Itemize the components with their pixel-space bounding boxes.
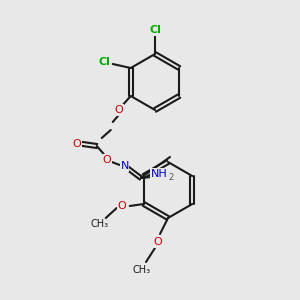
Text: O: O bbox=[102, 155, 111, 165]
Text: O: O bbox=[72, 139, 81, 149]
Text: O: O bbox=[114, 105, 123, 115]
Text: NH: NH bbox=[150, 169, 167, 179]
Text: O: O bbox=[154, 237, 162, 247]
Text: N: N bbox=[121, 161, 129, 171]
Text: Cl: Cl bbox=[149, 25, 161, 35]
Text: CH₃: CH₃ bbox=[133, 265, 151, 275]
Text: 2: 2 bbox=[168, 173, 173, 182]
Text: Cl: Cl bbox=[99, 57, 111, 67]
Text: O: O bbox=[117, 201, 126, 211]
Text: CH₃: CH₃ bbox=[91, 219, 109, 229]
